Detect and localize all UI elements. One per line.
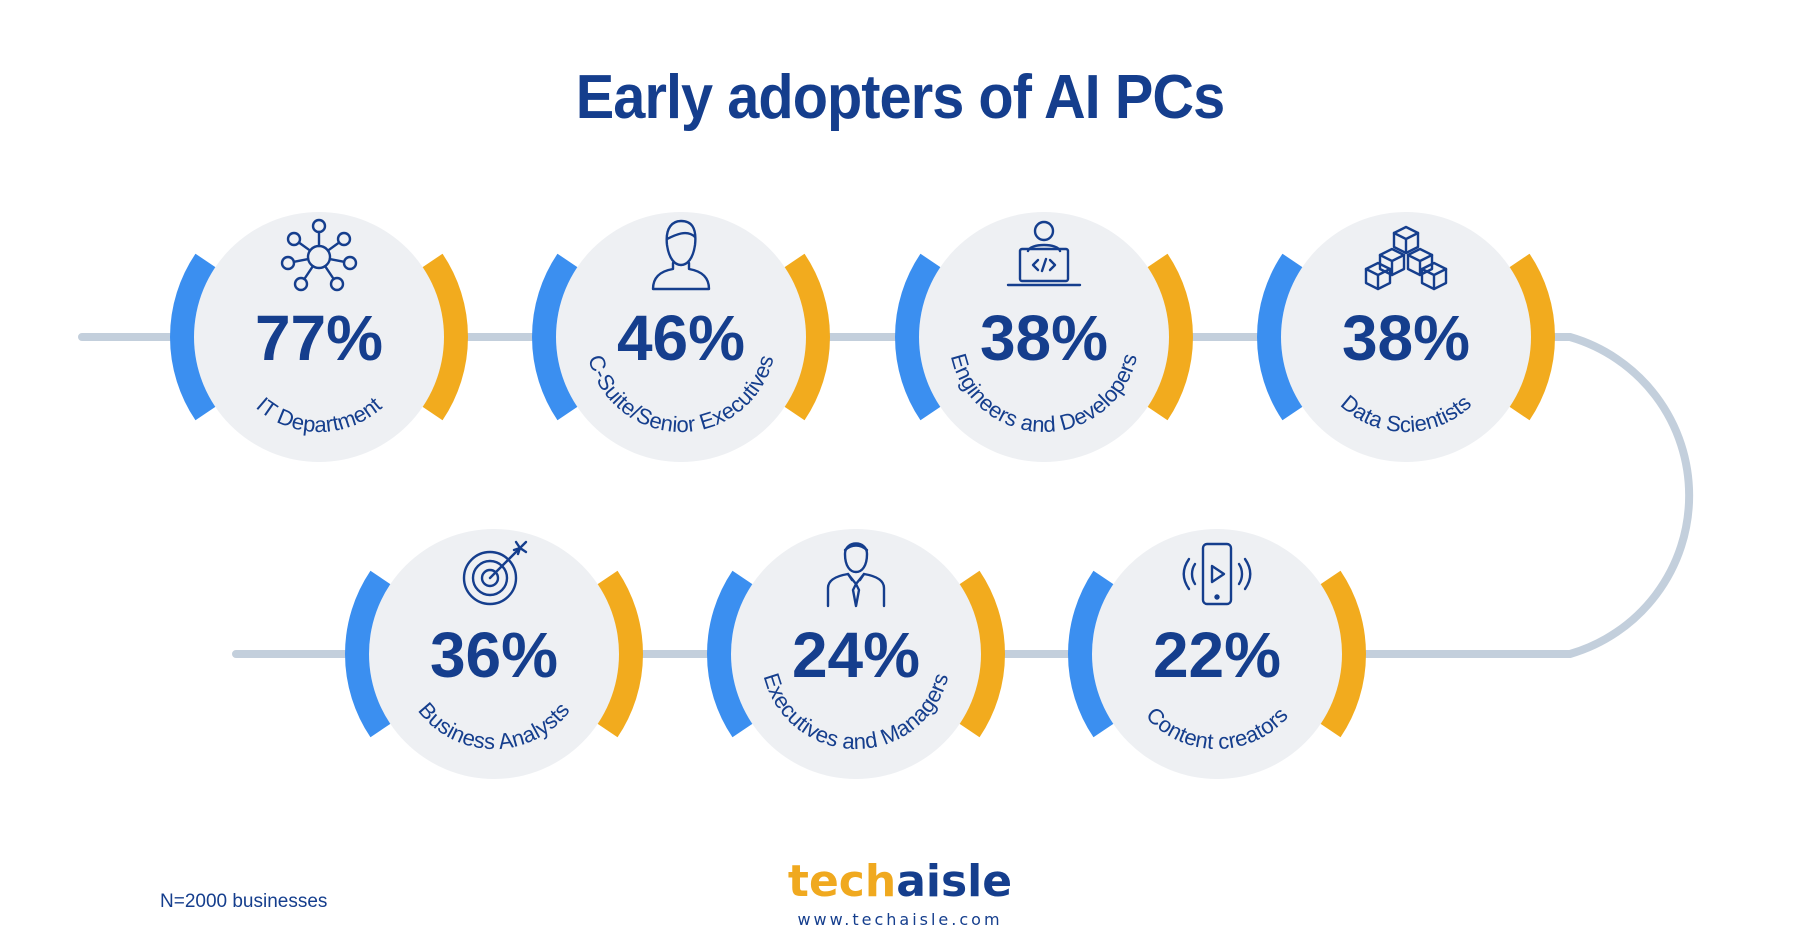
value-label: 24% [792,619,920,691]
orange-arc [1504,253,1555,421]
node-c-suite-senior-executives: 46%C-Suite/Senior Executives [532,212,830,462]
sample-size-note: N=2000 businesses [160,891,328,912]
brand-logo: techaisle www.techaisle.com [780,860,1020,930]
value-label: 38% [1342,302,1470,374]
node-circle [369,529,619,779]
node-business-analysts: 36%Business Analysts [345,529,643,779]
node-circle [919,212,1169,462]
connector-path [78,333,1694,658]
node-data-scientists: 38%Data Scientists [1257,212,1555,462]
brand-name-part2: aisle [896,856,1013,907]
orange-arc [1142,253,1193,421]
blue-arc [532,253,583,421]
network-icon [280,218,358,292]
blue-arc [707,570,758,738]
node-it-department: 77%IT Department [170,212,468,462]
phone-video-icon [1182,542,1252,606]
chart-title: Early adopters of AI PCs [575,63,1225,132]
value-label: 38% [980,302,1108,374]
blue-arc [895,253,946,421]
brand-name-part1: tech [787,856,897,907]
node-content-creators: 22%Content creators [1068,529,1366,779]
value-label: 46% [617,302,745,374]
node-circle [194,212,444,462]
target-arrow-icon [462,540,528,606]
orange-arc [779,253,830,421]
node-executives-and-managers: 24%Executives and Managers [707,529,1005,779]
brand-url: www.techaisle.com [797,910,1003,929]
orange-arc [954,570,1005,738]
node-circle [556,212,806,462]
blue-arc [1068,570,1119,738]
value-label: 22% [1153,619,1281,691]
blue-arc [345,570,396,738]
blue-arc [1257,253,1308,421]
value-label: 36% [430,619,558,691]
connector-line [78,333,1694,658]
person-icon [651,219,711,291]
node-circle [731,529,981,779]
node-circle [1281,212,1531,462]
orange-arc [417,253,468,421]
orange-arc [592,570,643,738]
blue-arc [170,253,221,421]
node-engineers-and-developers: 38%Engineers and Developers [895,212,1193,462]
cubes-icon [1364,225,1448,291]
value-label: 77% [255,302,383,374]
developer-laptop-icon [1006,220,1082,287]
orange-arc [1315,570,1366,738]
node-circle [1092,529,1342,779]
businessman-tie-icon [826,542,886,608]
